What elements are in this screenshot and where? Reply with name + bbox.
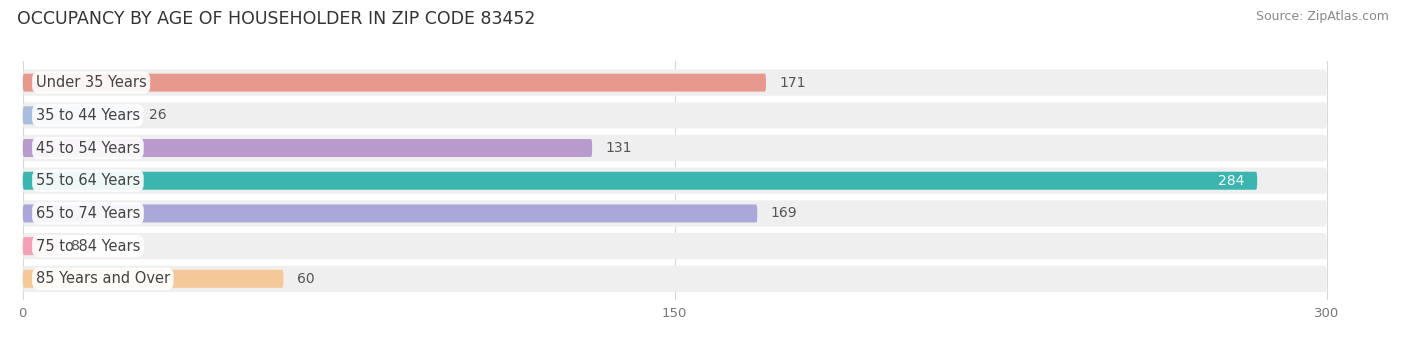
Text: 45 to 54 Years: 45 to 54 Years: [35, 140, 141, 155]
FancyBboxPatch shape: [22, 233, 1327, 259]
Text: 55 to 64 Years: 55 to 64 Years: [35, 173, 141, 188]
Text: 26: 26: [149, 108, 166, 122]
FancyBboxPatch shape: [22, 168, 1327, 194]
FancyBboxPatch shape: [22, 237, 58, 255]
FancyBboxPatch shape: [22, 135, 1327, 161]
Text: OCCUPANCY BY AGE OF HOUSEHOLDER IN ZIP CODE 83452: OCCUPANCY BY AGE OF HOUSEHOLDER IN ZIP C…: [17, 10, 536, 28]
Text: 75 to 84 Years: 75 to 84 Years: [35, 239, 141, 254]
FancyBboxPatch shape: [22, 139, 592, 157]
Text: 65 to 74 Years: 65 to 74 Years: [35, 206, 141, 221]
FancyBboxPatch shape: [22, 205, 758, 222]
FancyBboxPatch shape: [22, 74, 766, 92]
FancyBboxPatch shape: [22, 106, 136, 124]
Text: 131: 131: [605, 141, 631, 155]
Text: 169: 169: [770, 206, 797, 220]
Text: 60: 60: [297, 272, 314, 286]
Text: Under 35 Years: Under 35 Years: [35, 75, 146, 90]
Text: Source: ZipAtlas.com: Source: ZipAtlas.com: [1256, 10, 1389, 23]
FancyBboxPatch shape: [22, 70, 1327, 96]
Text: 171: 171: [779, 76, 806, 90]
FancyBboxPatch shape: [22, 201, 1327, 226]
Text: 85 Years and Over: 85 Years and Over: [35, 271, 170, 286]
FancyBboxPatch shape: [22, 172, 1257, 190]
Text: 284: 284: [1218, 174, 1244, 188]
FancyBboxPatch shape: [22, 102, 1327, 129]
FancyBboxPatch shape: [22, 266, 1327, 292]
Text: 35 to 44 Years: 35 to 44 Years: [35, 108, 141, 123]
FancyBboxPatch shape: [22, 270, 284, 288]
Text: 8: 8: [70, 239, 80, 253]
